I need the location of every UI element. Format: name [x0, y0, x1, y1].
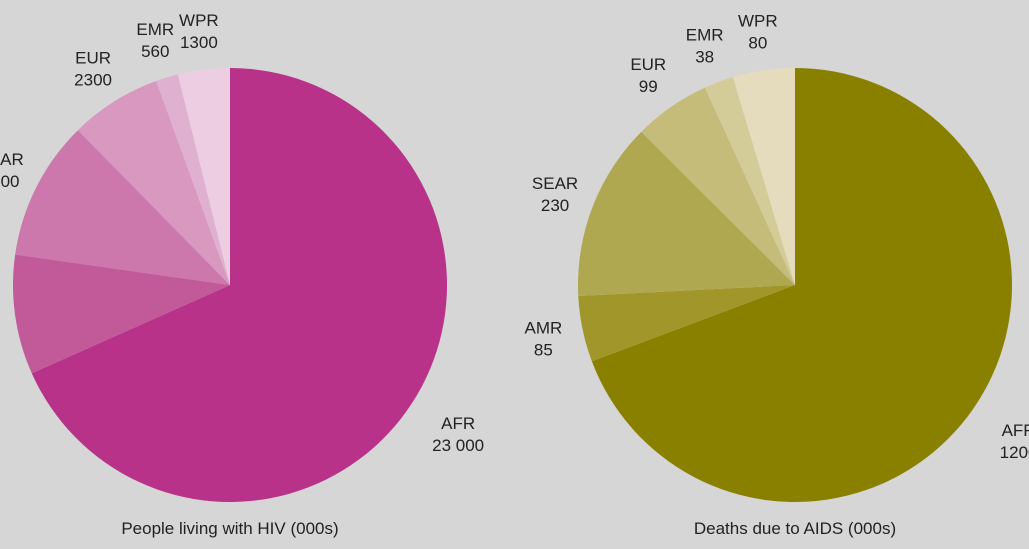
category-label: SEAR	[532, 174, 578, 193]
pie-slice	[15, 130, 231, 285]
category-label: EUR	[630, 55, 666, 74]
value-label: 1300	[180, 33, 218, 52]
value-label: 38	[695, 47, 714, 66]
category-label: WPR	[738, 12, 778, 31]
pie-slice	[641, 87, 795, 285]
slice-label: WPR 80	[738, 12, 778, 53]
category-label: SEAR	[0, 150, 24, 169]
value-label: 2300	[74, 71, 112, 90]
chart-title: Deaths due to AIDS (000s)	[694, 519, 896, 538]
value-label: 23 000	[432, 436, 484, 455]
slice-label: EUR 2300	[74, 49, 112, 90]
slice-label: EMR 38	[686, 25, 724, 66]
value-label: 85	[534, 340, 553, 359]
category-label: EMR	[686, 25, 724, 44]
slice-label: AFR 23 000	[432, 414, 484, 455]
pie-slice	[13, 254, 231, 374]
category-label: AFR	[1002, 421, 1029, 440]
pie-slice	[704, 77, 795, 285]
slice-label: EUR 99	[630, 55, 666, 96]
pie-slice	[591, 68, 1012, 502]
slice-label: SEAR 3500	[0, 150, 24, 191]
value-label: 80	[748, 34, 767, 53]
category-label: EMR	[136, 20, 174, 39]
value-label: 1200	[1000, 443, 1029, 462]
chart-title: People living with HIV (000s)	[121, 519, 338, 538]
pie-slice	[732, 68, 795, 285]
slice-label: EMR 560	[136, 20, 174, 61]
value-label: 3500	[0, 172, 20, 191]
slice-label: WPR 1300	[179, 11, 219, 52]
pie-slice	[156, 74, 230, 285]
slice-label: AFR 1200	[1000, 421, 1029, 462]
value-label: 99	[639, 77, 658, 96]
value-label: 560	[141, 42, 169, 61]
category-label: WPR	[179, 11, 219, 30]
pie-slice	[578, 131, 795, 297]
slice-label: SEAR 230	[532, 174, 578, 215]
slice-label: AMR 85	[524, 318, 562, 359]
pie-slice	[31, 68, 448, 502]
category-label: EUR	[75, 49, 111, 68]
pie-slice	[77, 80, 230, 285]
category-label: AFR	[441, 414, 475, 433]
value-label: 230	[541, 196, 569, 215]
category-label: AMR	[524, 318, 562, 337]
pie-slice	[177, 68, 230, 285]
pie-slice	[578, 285, 795, 362]
